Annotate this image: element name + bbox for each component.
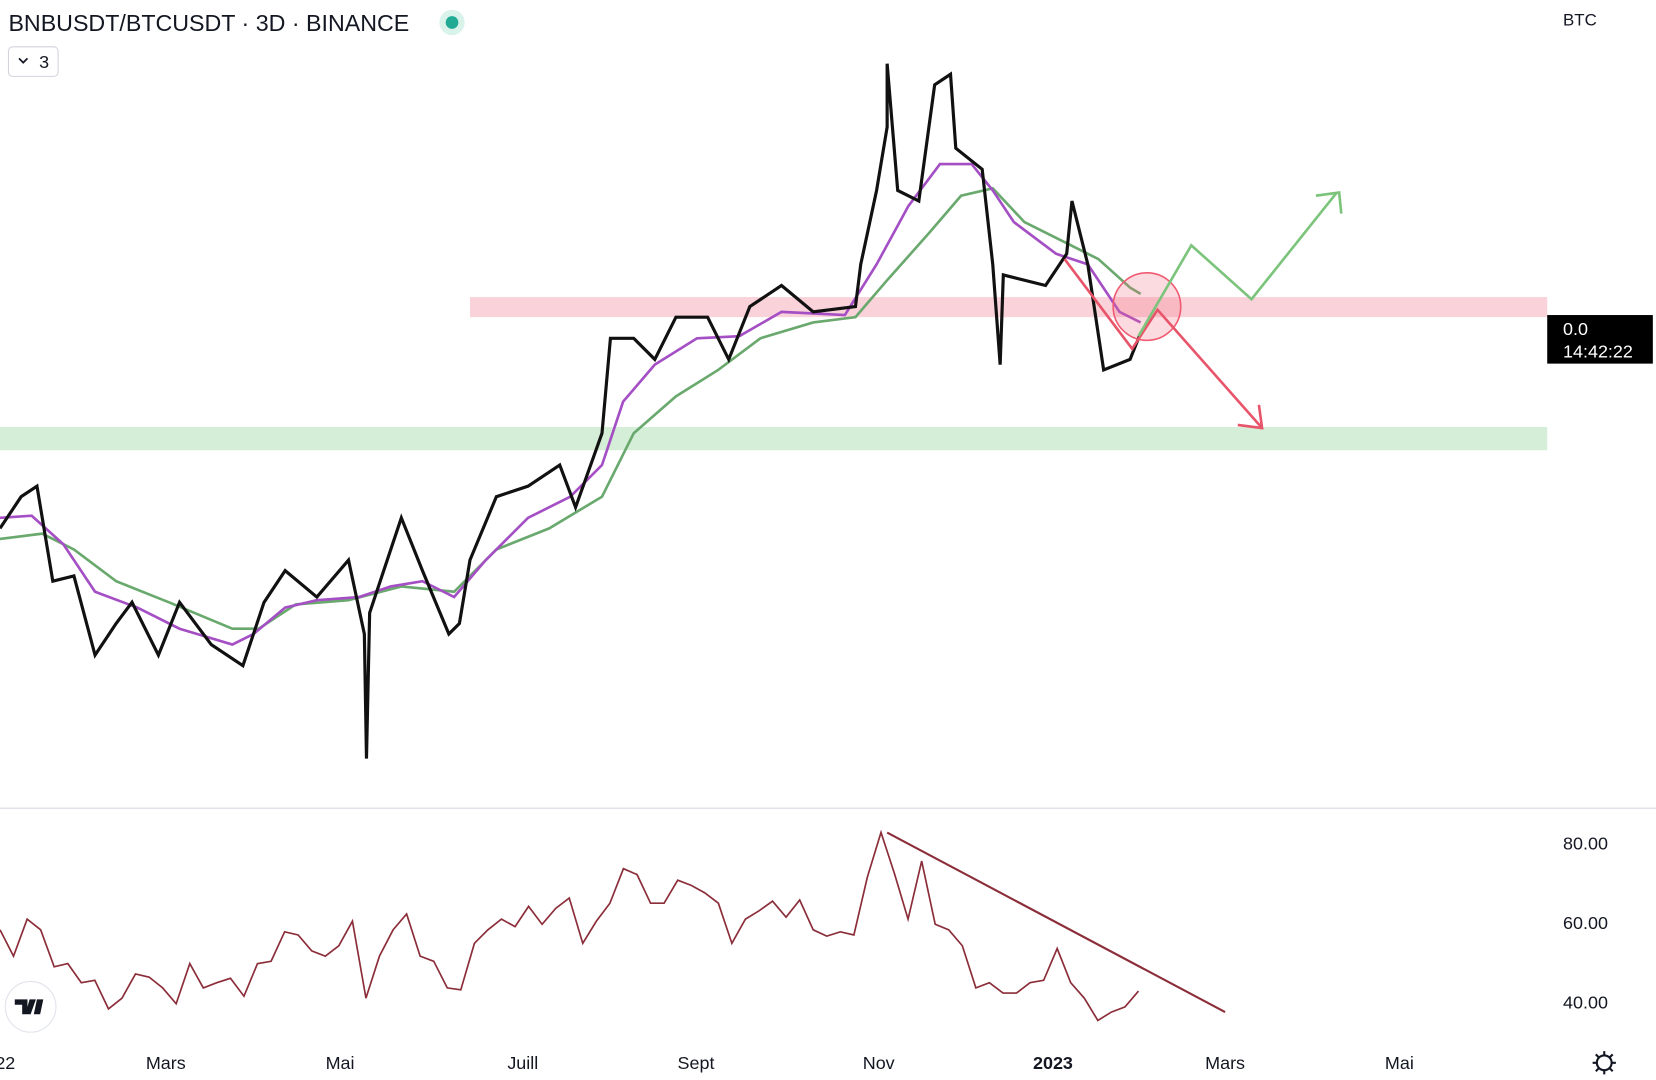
chevron-icon [18,57,29,64]
status-dot [445,16,459,29]
support-zone [0,426,1548,451]
settings-spokes [1592,1051,1616,1075]
x-tick-label: Mars [1205,1053,1245,1073]
rsi-tick-label: 80.00 [1563,834,1608,854]
bear-arrow-head [1237,404,1264,430]
x-tick-label: Mai [1385,1053,1414,1073]
layers-toggle[interactable] [7,46,59,77]
resistance-zone [469,297,1548,318]
settings-icon[interactable] [1595,1054,1613,1072]
rsi-tick-label: 40.00 [1563,993,1608,1013]
x-tick-label: Juill [507,1053,538,1073]
x-tick-label: Mai [326,1053,355,1073]
bear-arrow [1063,258,1264,429]
currency-label: BTC [1563,11,1597,30]
x-tick-label: Sept [678,1053,715,1073]
countdown: 14:42:22 [1563,341,1633,361]
x-tick-label: 22 [0,1053,15,1073]
x-tick-label: Nov [863,1053,895,1073]
rsi-line [0,829,1140,1022]
x-tick-label: 2023 [1033,1053,1073,1073]
price-value: 0.0 [1563,319,1588,339]
rsi-tick-label: 60.00 [1563,913,1608,933]
layers-count: 3 [39,52,49,72]
x-tick-label: Mars [146,1053,186,1073]
symbol-title: BNBUSDT/BTCUSDT · 3D · BINANCE [8,10,409,36]
logo-mark [14,999,44,1015]
price-line [0,63,1143,759]
rsi-pane: 80.00 60.00 40.00 [0,829,1608,1022]
rsi-trendline [886,831,1226,1014]
ma-fast [0,162,1142,646]
bull-arrow-head [1315,191,1343,214]
price-label-box [1547,315,1653,364]
ma-slow [0,186,1142,631]
highlight-circle [1112,272,1182,342]
bull-arrow [1137,192,1338,337]
